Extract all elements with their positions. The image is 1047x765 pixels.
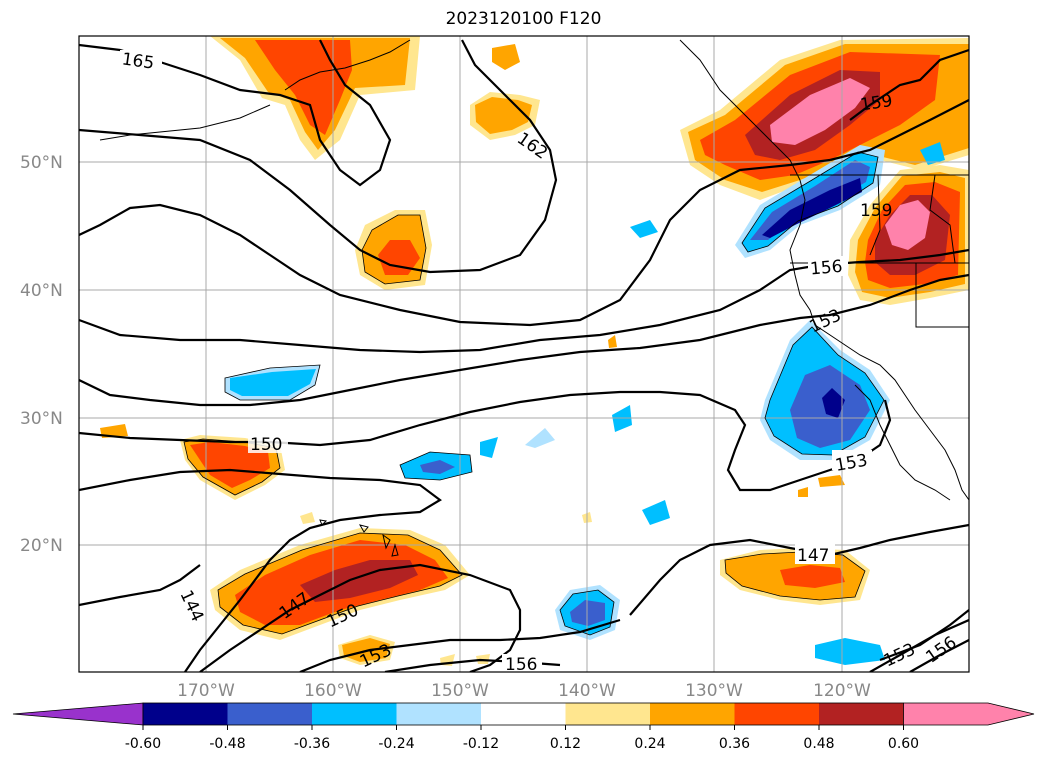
graticule xyxy=(79,36,969,672)
colorbar-tick-label: -0.24 xyxy=(378,736,414,752)
colorbar-segment xyxy=(650,703,735,725)
colorbar-tick-label: -0.60 xyxy=(125,736,161,752)
colorbar-tick-label: -0.12 xyxy=(463,736,499,752)
colorbar-tick-label: 0.48 xyxy=(803,736,834,752)
colorbar-tick-label: -0.48 xyxy=(209,736,245,752)
colorbar-ticks xyxy=(142,725,904,730)
lat-label: 20°N xyxy=(20,536,63,556)
lon-label: 170°W xyxy=(177,681,235,701)
colorbar-extend-low xyxy=(12,702,144,726)
contour-label: 159 xyxy=(859,91,894,115)
contour-label: 156 xyxy=(809,257,843,280)
map-title: 2023120100 F120 xyxy=(445,9,602,29)
longitude-labels: 170°W 160°W 150°W 140°W 130°W 120°W xyxy=(177,681,871,701)
colorbar: -0.60 -0.48 -0.36 -0.24 -0.12 0.12 0.24 … xyxy=(12,702,1035,752)
colorbar-segment xyxy=(481,703,566,725)
colorbar-extend-high xyxy=(903,703,1034,725)
contour-label: 156 xyxy=(505,655,537,675)
colorbar-segment xyxy=(227,703,312,725)
anomaly-outlines xyxy=(183,151,885,636)
lon-label: 160°W xyxy=(304,681,362,701)
colorbar-segment xyxy=(819,703,904,725)
lon-label: 140°W xyxy=(558,681,616,701)
anomaly-shading xyxy=(100,36,969,666)
colorbar-segment xyxy=(396,703,481,725)
map-panel: 165 162 159 159 156 153 150 147 150 153 … xyxy=(79,36,969,675)
colorbar-tick-label: 0.12 xyxy=(550,736,581,752)
colorbar-tick-label: 0.24 xyxy=(634,736,665,752)
contour-label: 165 xyxy=(121,49,156,73)
lat-label: 40°N xyxy=(20,281,63,301)
colorbar-tick-label: -0.36 xyxy=(294,736,330,752)
colorbar-segment xyxy=(143,703,228,725)
colorbar-tick-label: 0.60 xyxy=(888,736,919,752)
map-frame xyxy=(78,35,970,673)
lon-label: 130°W xyxy=(685,681,743,701)
colorbar-segment xyxy=(565,703,650,725)
contour-label: 159 xyxy=(860,201,892,221)
contour-label: 150 xyxy=(250,435,282,455)
contour-label: 147 xyxy=(797,546,829,566)
lat-label: 50°N xyxy=(20,153,63,173)
lat-label: 30°N xyxy=(20,409,63,429)
colorbar-segment xyxy=(734,703,819,725)
lon-label: 120°W xyxy=(813,681,871,701)
contour-labels: 165 162 159 159 156 153 150 147 150 153 … xyxy=(120,49,960,675)
height-contours xyxy=(79,39,969,672)
colorbar-tick-label: 0.36 xyxy=(719,736,750,752)
lon-label: 150°W xyxy=(431,681,489,701)
colorbar-segment xyxy=(312,703,397,725)
latitude-labels: 50°N 40°N 30°N 20°N xyxy=(20,153,63,556)
